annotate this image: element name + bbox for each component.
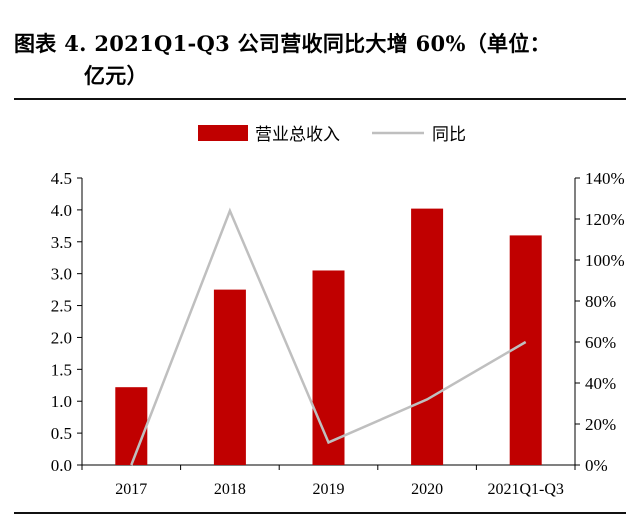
bar-2017 [115,387,148,465]
y-right-tick-label: 80% [585,292,616,311]
y-left-tick-label: 0.5 [51,424,72,443]
x-tick-label: 2017 [115,481,147,498]
top-rule [14,98,626,100]
y-right-tick-label: 140% [585,169,625,188]
y-right-tick-label: 0% [585,456,608,475]
bar-2019 [312,270,345,465]
bottom-rule [14,512,626,514]
legend-label-bar: 营业总收入 [255,125,340,145]
bar-series [115,208,542,465]
y-right-tick-label: 100% [585,251,625,270]
y-left-tick-label: 3.5 [51,233,72,252]
legend: 营业总收入 同比 [198,125,466,145]
y-left-tick-label: 0.0 [51,456,72,475]
figure-title-line1: 图表 4. 2021Q1-Q3 公司营收同比大增 60%（单位： [14,31,551,56]
y-left-tick-label: 2.0 [51,328,72,347]
y-left-tick-label: 3.0 [51,265,72,284]
legend-label-line: 同比 [432,125,466,145]
bar-2020 [411,208,444,465]
figure-title: 图表 4. 2021Q1-Q3 公司营收同比大增 60%（单位： 亿元） [14,28,634,92]
yoy-line [130,207,527,466]
bar-2021Q1-Q3 [509,235,542,465]
y-right-tick-label: 60% [585,333,616,352]
y-right-tick-label: 120% [585,210,625,229]
y-right-tick-label: 40% [585,374,616,393]
x-tick-label: 2020 [411,481,443,498]
y-left-tick-label: 1.5 [51,360,72,379]
x-tick-label: 2019 [313,481,345,498]
axes: 0.0 0.5 1.0 1.5 2.0 2.5 3.0 3.5 4.0 4.5 0% 20% 40% 60… [51,169,625,475]
y-right-tick-label: 20% [585,415,616,434]
y-left-tick-label: 2.5 [51,297,72,316]
y-left-tick-label: 4.5 [51,169,72,188]
bar-2018 [213,289,246,465]
x-tick-label: 2018 [214,481,246,498]
y-left-tick-label: 4.0 [51,201,72,220]
x-tick-labels: 2017 2018 2019 2020 2021Q1-Q3 [115,481,564,498]
figure-title-line2: 亿元） [84,63,148,88]
legend-swatch-bar [198,125,248,141]
x-tick-label: 2021Q1-Q3 [487,481,563,498]
y-left-tick-label: 1.0 [51,392,72,411]
line-series [130,207,527,466]
